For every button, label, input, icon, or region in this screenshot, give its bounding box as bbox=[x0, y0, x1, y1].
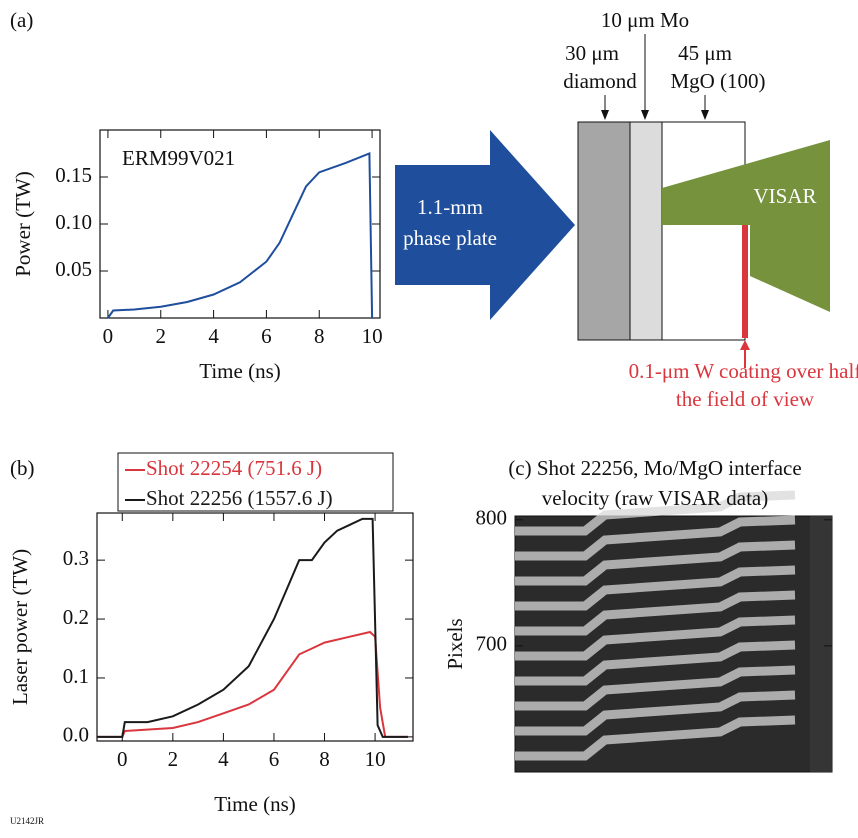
y-tick-label: 800 bbox=[476, 506, 508, 530]
y-axis-label: Laser power (TW) bbox=[8, 549, 32, 705]
fringe bbox=[515, 590, 796, 636]
mo-layer bbox=[629, 121, 663, 341]
panel-label: (b) bbox=[10, 456, 35, 480]
diamond-label: 30 μm bbox=[565, 41, 619, 65]
visar-beam bbox=[662, 140, 830, 312]
diamond-label: diamond bbox=[563, 69, 637, 93]
fringe bbox=[515, 565, 796, 611]
coating-label: 0.1-μm W coating over half bbox=[629, 359, 858, 383]
pointer-head bbox=[641, 110, 649, 120]
y-tick-label: 0.0 bbox=[63, 723, 89, 747]
mgo-label: 45 μm bbox=[678, 41, 732, 65]
y-tick-label: 0.05 bbox=[55, 257, 92, 281]
fringe bbox=[515, 490, 796, 536]
y-axis-label: Pixels bbox=[443, 618, 467, 669]
x-tick-label: 8 bbox=[319, 747, 330, 771]
x-tick-label: 10 bbox=[362, 324, 383, 348]
diamond-layer bbox=[577, 121, 631, 341]
panel-label: (a) bbox=[10, 8, 33, 32]
y-tick-label: 0.1 bbox=[63, 664, 89, 688]
fringe bbox=[515, 715, 796, 761]
mgo-label: MgO (100) bbox=[670, 69, 765, 93]
fringe bbox=[515, 690, 796, 736]
line bbox=[107, 152, 374, 319]
x-tick-label: 2 bbox=[168, 747, 179, 771]
pointer-head bbox=[740, 340, 750, 350]
x-tick-label: 8 bbox=[314, 324, 325, 348]
pointer-head bbox=[701, 110, 709, 120]
x-tick-label: 2 bbox=[156, 324, 167, 348]
fringe bbox=[515, 515, 796, 561]
fringe bbox=[515, 640, 796, 686]
annotation: ERM99V021 bbox=[122, 146, 235, 170]
fringe bbox=[515, 665, 796, 711]
x-tick-label: 4 bbox=[218, 747, 229, 771]
fringe bbox=[515, 615, 796, 661]
x-axis-label: Time (ns) bbox=[214, 792, 296, 816]
mgo-layer bbox=[661, 121, 746, 341]
y-axis-label: Power (TW) bbox=[11, 171, 35, 277]
x-tick-label: 6 bbox=[261, 324, 272, 348]
arrow bbox=[395, 130, 575, 320]
x-axis-label: Time (ns) bbox=[199, 359, 281, 383]
arrow-label: phase plate bbox=[403, 226, 497, 250]
x-tick-label: 10 bbox=[365, 747, 386, 771]
x-tick-label: 0 bbox=[103, 324, 114, 348]
y-tick-label: 0.2 bbox=[63, 605, 89, 629]
x-tick-label: 4 bbox=[208, 324, 219, 348]
image-edge bbox=[810, 516, 832, 772]
fringe bbox=[515, 540, 796, 586]
visar-label: VISAR bbox=[753, 184, 816, 208]
legend-label: Shot 22254 (751.6 J) bbox=[146, 456, 322, 480]
legend-label: Shot 22256 (1557.6 J) bbox=[146, 486, 333, 510]
pointer-head bbox=[601, 110, 609, 120]
figure-id: U2142JR bbox=[10, 816, 44, 826]
line bbox=[97, 517, 408, 738]
plot-frame bbox=[96, 512, 414, 742]
coating-label: the field of view bbox=[676, 387, 815, 411]
y-tick-label: 0.15 bbox=[55, 163, 92, 187]
x-tick-label: 6 bbox=[269, 747, 280, 771]
arrow-label: 1.1-mm bbox=[417, 195, 483, 219]
y-tick-label: 700 bbox=[476, 632, 508, 656]
mo-label: 10 μm Mo bbox=[601, 8, 689, 32]
y-tick-label: 0.10 bbox=[55, 210, 92, 234]
y-tick-label: 0.3 bbox=[63, 546, 89, 570]
legend-frame bbox=[117, 452, 394, 512]
x-tick-label: 0 bbox=[117, 747, 128, 771]
chart-title: (c) Shot 22256, Mo/MgO interface bbox=[508, 456, 801, 480]
chart-title: velocity (raw VISAR data) bbox=[542, 486, 768, 510]
